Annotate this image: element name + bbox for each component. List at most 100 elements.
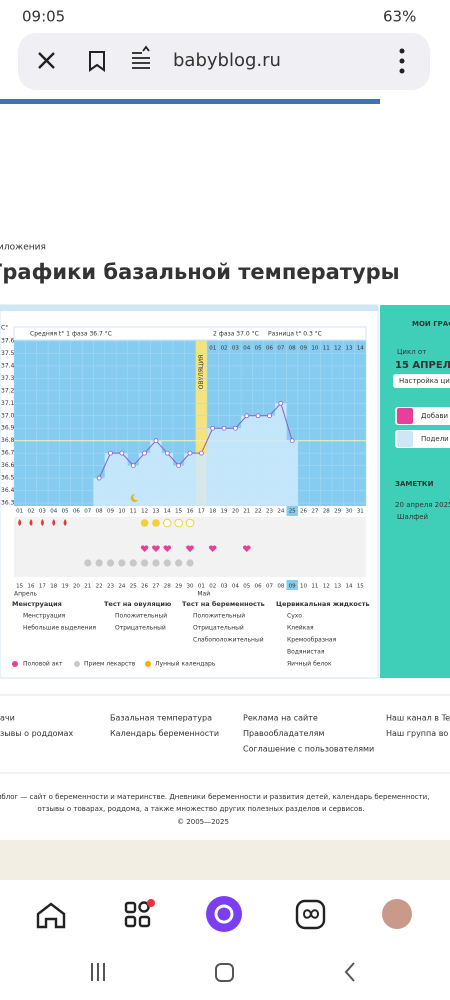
x-tick-label: 13 <box>152 509 159 515</box>
legend-item: Слабоположительный <box>193 637 264 644</box>
y-tick-label: 37.1 <box>1 400 15 407</box>
heart <box>243 545 251 552</box>
x-tick-label: 04 <box>50 509 57 515</box>
footer-link[interactable]: Реклама на сайте <box>243 714 318 723</box>
y-tick-label: 36.9 <box>1 425 15 432</box>
date-label: 04 <box>232 584 239 590</box>
date-label: 10 <box>300 584 307 590</box>
date-label: 13 <box>334 584 341 590</box>
recents-button[interactable] <box>91 963 105 981</box>
breadcrumb[interactable]: иложения <box>0 243 46 253</box>
x-tick-label: 06 <box>73 509 80 515</box>
temperature-point <box>130 463 136 469</box>
cycle-label: Цикл от <box>397 348 426 356</box>
menstruation-drop <box>63 519 67 526</box>
x-tick-label: 08 <box>96 509 103 515</box>
phase2-day: 12 <box>334 346 341 352</box>
date-label: 23 <box>107 584 114 590</box>
footer-link[interactable]: Базальная температура <box>110 714 212 723</box>
alice-button[interactable] <box>206 896 242 932</box>
heart <box>186 545 194 552</box>
x-tick-label: 30 <box>345 509 352 515</box>
legend-item: Сухо <box>287 613 302 620</box>
temperature-point <box>176 463 182 469</box>
legend-title: Тест на беременность <box>182 600 265 608</box>
url[interactable]: babyblog.ru <box>173 50 281 71</box>
temperature-point <box>278 400 284 406</box>
menstruation-drop <box>18 519 22 526</box>
medication <box>163 559 171 567</box>
menstruation-drop <box>52 519 56 526</box>
x-tick-label: 26 <box>300 509 307 515</box>
month-label: Апрель <box>14 591 37 598</box>
alice-icon <box>214 904 234 924</box>
home-button[interactable] <box>215 963 234 982</box>
tabs-icon[interactable] <box>295 899 326 930</box>
temperature-bar <box>184 453 196 506</box>
x-tick-label: 20 <box>232 509 239 515</box>
y-tick-label: 36.5 <box>1 475 15 482</box>
legend-item: Водянистая <box>287 649 325 656</box>
temperature-point <box>255 413 261 419</box>
legend-item: Положительный <box>193 613 245 620</box>
date-label: 29 <box>175 584 182 590</box>
footer-link[interactable]: Наш канал в Teleg <box>386 714 450 723</box>
about-text: библог — сайт о беременности и материнст… <box>0 793 429 801</box>
temperature-bar <box>161 453 173 506</box>
footer-link[interactable]: ачи <box>0 714 15 723</box>
legend-icon <box>12 661 18 667</box>
date-label: 30 <box>187 584 194 590</box>
date-label: 20 <box>73 584 80 590</box>
x-tick-label: 25 <box>289 509 296 515</box>
temperature-bar <box>127 465 139 506</box>
temperature-point <box>289 438 295 444</box>
heart <box>152 545 160 552</box>
footer-link[interactable]: Правообладателям <box>243 729 324 738</box>
footer-link[interactable]: зывы о роддомах <box>0 729 73 738</box>
temperature-bar <box>263 415 276 506</box>
chart-strip <box>0 305 378 311</box>
phase1-avg: Средняя t° 1 фаза 36.7 °C <box>30 331 112 338</box>
footer-link[interactable]: Наш группа во В <box>386 729 450 738</box>
temperature-bar <box>218 428 230 506</box>
heart <box>140 545 149 552</box>
back-button[interactable] <box>344 962 355 982</box>
header-strip <box>0 99 380 104</box>
home-icon[interactable] <box>36 902 66 929</box>
ovulation-test-negative <box>185 518 195 528</box>
x-tick-label: 31 <box>357 509 364 515</box>
phase2-day: 08 <box>289 346 296 352</box>
close-icon[interactable] <box>38 52 55 69</box>
copyright: © 2005—2025 <box>177 818 229 826</box>
legend-title: Менструация <box>12 600 62 608</box>
x-tick-label: 22 <box>255 509 262 515</box>
bookmark-icon[interactable] <box>89 51 105 72</box>
y-unit: C° <box>1 325 8 332</box>
settings-button[interactable] <box>393 374 450 388</box>
services-icon[interactable] <box>124 901 151 928</box>
reader-icon[interactable] <box>132 45 150 69</box>
today-date <box>286 580 298 590</box>
x-tick-label: 17 <box>198 509 205 515</box>
menstruation-drop <box>40 519 44 526</box>
notes-heading: ЗАМЕТКИ <box>395 480 434 488</box>
x-tick-label: 16 <box>187 509 194 515</box>
x-tick-label: 21 <box>243 509 250 515</box>
temperature-point <box>119 450 125 456</box>
temperature-point <box>142 450 147 456</box>
date-label: 07 <box>266 584 273 590</box>
address-bar[interactable] <box>18 33 430 90</box>
medication <box>95 559 103 567</box>
legend-item: Яичный белок <box>287 661 332 668</box>
avatar[interactable] <box>382 899 412 929</box>
phase-header <box>13 326 367 341</box>
medication <box>140 559 149 567</box>
footer-link[interactable]: Соглашение с пользователями <box>243 745 374 754</box>
date-label: 11 <box>311 584 318 590</box>
x-tick-label: 15 <box>175 509 182 515</box>
date-label: 17 <box>39 584 46 590</box>
footer-link[interactable]: Календарь беременности <box>110 729 219 738</box>
menu-icon[interactable] <box>399 48 405 74</box>
x-tick-label: 05 <box>62 509 69 515</box>
x-tick-label: 02 <box>28 509 35 515</box>
